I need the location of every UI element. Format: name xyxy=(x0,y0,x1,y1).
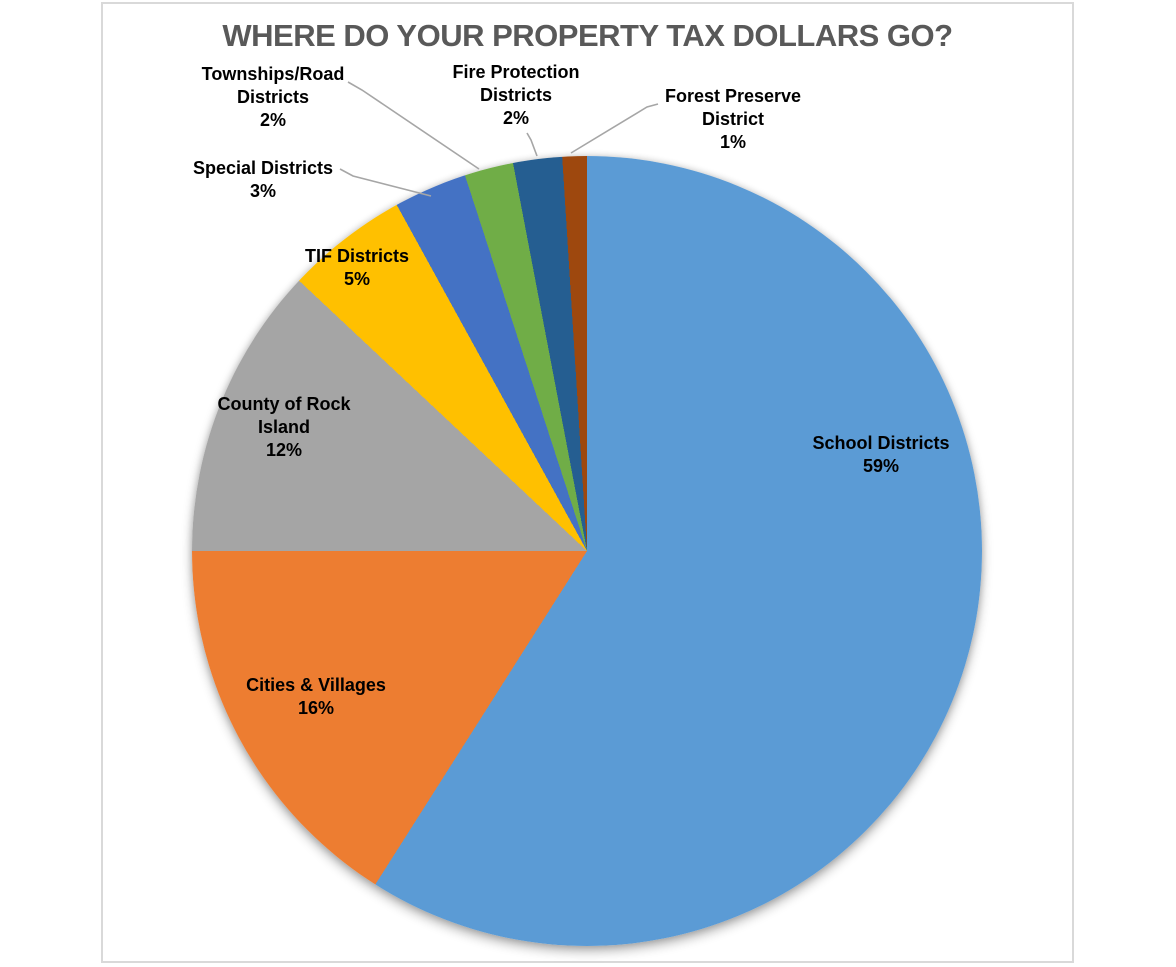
label-line: 16% xyxy=(297,698,335,718)
label-line: 1% xyxy=(719,132,746,152)
label-line: Special Districts xyxy=(192,158,334,178)
label-line: Districts xyxy=(236,87,310,107)
label-line: Island xyxy=(257,417,310,437)
label-line: 2% xyxy=(259,110,287,130)
label-cities-and-villages: Cities & Villages 16% xyxy=(246,674,386,720)
label-line: Districts xyxy=(479,85,553,105)
label-special-districts: Special Districts 3% xyxy=(193,157,333,203)
label-line: 3% xyxy=(249,181,276,201)
label-line: 12% xyxy=(265,440,303,460)
label-line: School Districts xyxy=(812,433,950,453)
label-line: 2% xyxy=(502,108,529,128)
label-line: District xyxy=(701,109,764,129)
chart-title: WHERE DO YOUR PROPERTY TAX DOLLARS GO? xyxy=(222,18,953,53)
label-county-of-rock-island: County of Rock Island 12% xyxy=(218,393,351,462)
label-line: County of Rock xyxy=(217,394,351,414)
label-townships-road-districts: Townships/Road Districts 2% xyxy=(202,63,345,132)
label-line: Townships/Road xyxy=(201,64,345,84)
label-line: Forest Preserve xyxy=(664,86,802,106)
label-fire-protection-districts: Fire Protection Districts 2% xyxy=(452,61,579,130)
label-line: TIF Districts xyxy=(304,246,410,266)
label-line: Fire Protection xyxy=(452,62,580,82)
label-school-districts: School Districts 59% xyxy=(812,432,949,478)
label-forest-preserve-district: Forest Preserve District 1% xyxy=(665,85,801,154)
label-line: Cities & Villages xyxy=(246,675,386,695)
pie-chart xyxy=(192,156,982,946)
label-line: 5% xyxy=(343,269,370,289)
label-tif-districts: TIF Districts 5% xyxy=(305,245,409,291)
label-line: 59% xyxy=(862,456,900,476)
